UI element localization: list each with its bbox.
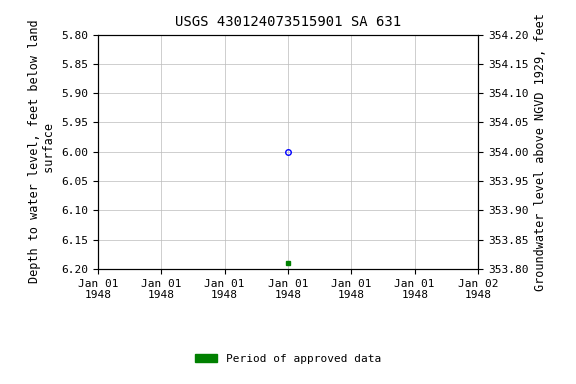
Y-axis label: Depth to water level, feet below land
 surface: Depth to water level, feet below land su… xyxy=(28,20,56,283)
Legend: Period of approved data: Period of approved data xyxy=(191,350,385,369)
Y-axis label: Groundwater level above NGVD 1929, feet: Groundwater level above NGVD 1929, feet xyxy=(534,13,547,291)
Title: USGS 430124073515901 SA 631: USGS 430124073515901 SA 631 xyxy=(175,15,401,29)
